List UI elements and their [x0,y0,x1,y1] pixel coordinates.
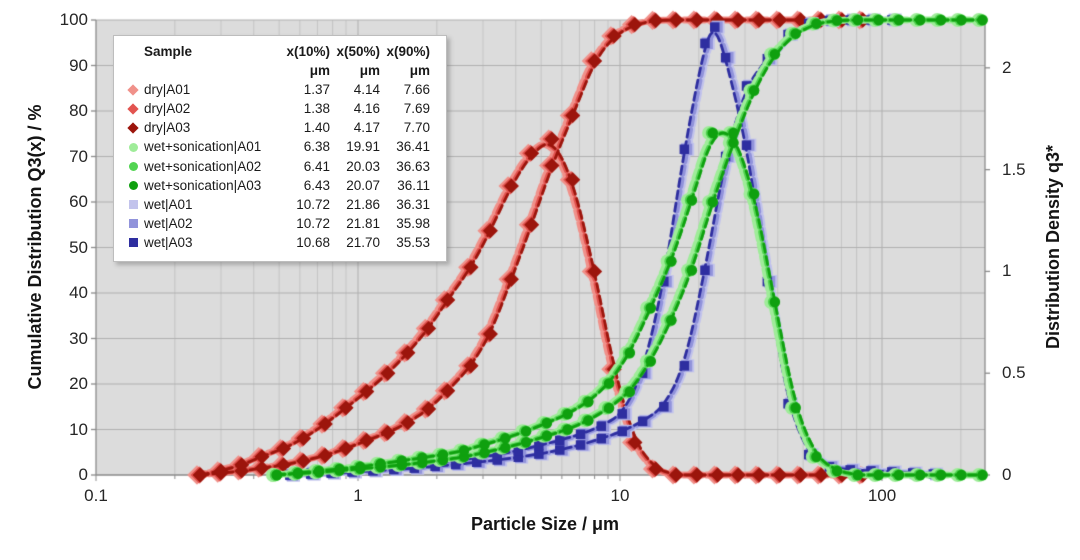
legend-marker-cell [122,176,144,195]
legend-value: 10.68 [296,234,330,250]
legend-value: 1.40 [303,120,330,136]
legend-value: 10.72 [296,196,330,212]
legend-value: 36.31 [396,196,430,212]
legend-row-label: wet+sonication|A01 [144,139,262,155]
legend-value: 1.38 [303,101,330,117]
left-y-axis-title: Cumulative Distribution Q3(x) / % [25,104,45,390]
left-y-tick-label: 10 [69,419,88,439]
legend-marker-cell [122,80,144,99]
legend-row-label: dry|A01 [144,82,191,98]
legend-circle-icon [128,161,138,171]
legend-col-header: x(90%) [386,44,430,59]
legend-marker-cell [122,137,144,156]
legend-title: Sample [144,44,193,59]
legend-value: 1.37 [303,82,330,98]
legend-unit-label: μm [409,63,430,79]
legend-table: Sample x(10%) x(50%) x(90%) μm μm μm dry|A01 1.3… [122,42,430,252]
legend-circle-icon [128,142,138,152]
legend-diamond-icon [127,122,139,134]
legend-marker-cell [122,118,144,137]
legend-box: Sample x(10%) x(50%) x(90%) μm μm μm dry|A01 1.3… [113,35,447,262]
legend-value: 36.63 [396,158,430,174]
legend-value: 36.11 [397,177,430,193]
left-y-tick-label: 90 [69,55,88,75]
legend-unit-spacer [144,61,280,80]
x-tick-label: 0.1 [84,486,108,505]
right-y-axis-title: Distribution Density q3* [1043,144,1063,350]
legend-value: 4.17 [353,120,380,136]
legend-row-label: dry|A03 [144,120,191,136]
legend-value: 6.41 [303,158,330,174]
legend-row-label: dry|A02 [144,101,191,117]
right-y-tick-label: 0 [1002,465,1012,484]
legend-circle-icon [128,180,138,190]
legend-value: 21.86 [346,196,380,212]
legend-value: 10.72 [296,215,330,231]
left-y-tick-label: 20 [69,374,88,393]
legend-row-label: wet+sonication|A02 [144,158,262,174]
legend-marker-cell [122,195,144,214]
legend-value: 6.38 [303,139,330,155]
legend-col-header: x(50%) [336,44,380,59]
right-y-tick-label: 0.5 [1002,363,1026,383]
legend-value: 7.69 [403,101,430,117]
right-y-tick-label: 2 [1002,57,1012,77]
legend-col-header: x(10%) [286,44,330,59]
legend-value: 36.41 [396,139,430,155]
left-y-tick-label: 80 [69,101,88,120]
legend-value: 19.91 [346,139,380,155]
legend-value: 20.03 [346,158,380,174]
legend-value: 4.14 [353,82,380,98]
left-y-tick-label: 70 [69,146,88,166]
legend-square-icon [128,218,138,228]
legend-value: 35.98 [396,215,430,231]
legend-value: 21.70 [346,234,380,250]
left-y-tick-label: 0 [78,465,88,484]
left-y-tick-label: 60 [69,192,88,211]
legend-value: 20.07 [346,177,380,193]
legend-unit-label: μm [359,63,380,79]
legend-value: 21.81 [346,215,380,231]
left-y-tick-label: 40 [69,283,88,302]
legend-diamond-icon [127,103,139,115]
left-y-tick-label: 100 [59,10,88,29]
legend-value: 6.43 [303,177,330,193]
legend-square-icon [128,237,138,247]
legend-header-spacer [122,42,144,61]
x-tick-label: 1 [353,486,363,505]
legend-marker-cell [122,157,144,176]
legend-row-label: wet+sonication|A03 [144,177,262,193]
legend-marker-cell [122,214,144,233]
legend-unit-spacer [122,61,144,80]
x-tick-label: 10 [610,486,630,505]
right-y-tick-label: 1 [1002,261,1012,281]
x-tick-label: 100 [867,486,897,505]
x-axis-title: Particle Size / μm [470,514,620,534]
legend-marker-cell [122,233,144,252]
legend-value: 7.70 [403,120,430,136]
legend-row-label: wet|A02 [144,215,193,231]
legend-row-label: wet|A03 [144,234,193,250]
left-y-tick-label: 30 [69,328,88,348]
legend-unit-label: μm [309,63,330,79]
legend-value: 7.66 [403,82,430,98]
legend-marker-cell [122,99,144,118]
left-y-tick-label: 50 [69,237,88,257]
legend-square-icon [128,199,138,209]
legend-value: 4.16 [353,101,380,117]
legend-diamond-icon [127,84,139,96]
legend-value: 35.53 [396,234,430,250]
legend-row-label: wet|A01 [144,196,193,212]
right-y-tick-label: 1.5 [1002,159,1026,179]
